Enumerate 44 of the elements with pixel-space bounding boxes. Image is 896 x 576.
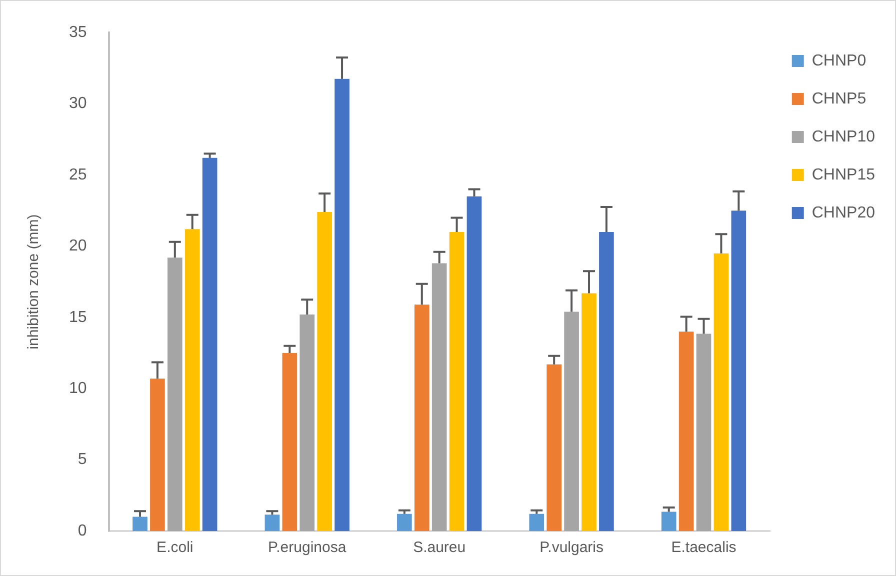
bar [132, 516, 148, 531]
bar [731, 210, 746, 531]
legend-label: CHNP5 [812, 90, 866, 108]
legend-label: CHNP10 [812, 128, 876, 146]
x-tick-label: E.coli [156, 539, 194, 556]
bar [678, 332, 694, 531]
y-tick-label: 35 [69, 24, 87, 42]
y-axis-title: inhibition zone (mm) [25, 214, 42, 350]
bar [466, 196, 482, 531]
bar [696, 334, 712, 531]
bar [334, 78, 350, 531]
bar [529, 514, 544, 531]
bar [546, 364, 562, 531]
legend-label: CHNP15 [812, 166, 876, 184]
y-tick-label: 25 [69, 166, 87, 184]
bar [414, 304, 430, 531]
y-tick-label: 30 [69, 95, 87, 112]
bar [282, 353, 298, 531]
y-tick-label: 0 [78, 522, 87, 540]
y-tick-label: 20 [69, 238, 87, 255]
x-tick-label: P.eruginosa [268, 539, 347, 556]
bar [432, 263, 447, 531]
y-tick-label: 5 [78, 451, 87, 468]
bar [264, 514, 280, 531]
x-tick-label: E.taecalis [671, 539, 736, 556]
bar [714, 253, 729, 531]
legend-label: CHNP20 [812, 204, 876, 222]
bar [300, 314, 315, 531]
bar [661, 512, 676, 531]
bar [317, 212, 332, 531]
bar [397, 514, 412, 531]
legend-label: CHNP0 [812, 52, 866, 70]
bar [202, 158, 218, 531]
y-tick-label: 15 [69, 308, 87, 326]
bar [599, 232, 614, 531]
bar [167, 258, 182, 531]
bar [150, 378, 165, 531]
bar [449, 232, 464, 531]
bar [184, 229, 200, 531]
x-tick-label: P.vulgaris [540, 539, 604, 556]
bar [582, 293, 596, 531]
y-tick-label: 10 [69, 380, 87, 398]
x-tick-label: S.aureu [413, 539, 466, 556]
bar [564, 312, 579, 531]
